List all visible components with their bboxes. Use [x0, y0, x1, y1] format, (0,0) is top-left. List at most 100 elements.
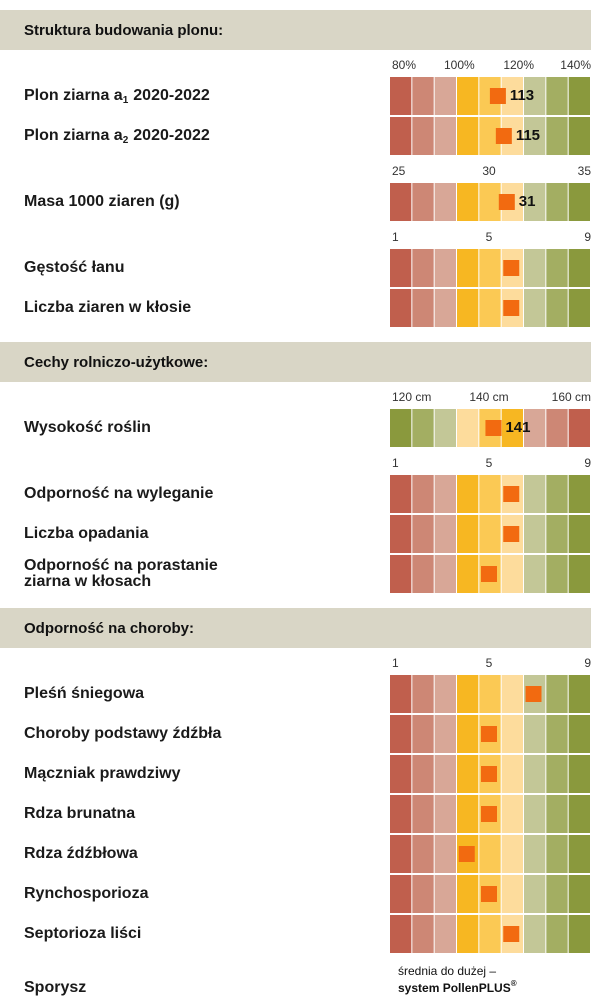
- scale-cell: [390, 77, 412, 115]
- scale-cell: [546, 915, 568, 953]
- scale-cell: [412, 289, 434, 327]
- section-title: Odporność na choroby:: [24, 620, 194, 637]
- note-mark: ®: [511, 979, 517, 988]
- scale-cell: [524, 795, 546, 833]
- scale-cell: [568, 117, 590, 155]
- scale-cell: [457, 475, 479, 513]
- scale-cell: [457, 915, 479, 953]
- scale-cell: [412, 755, 434, 793]
- scale-cell: [568, 555, 590, 593]
- scale-cell: [457, 755, 479, 793]
- scale-cell: [390, 875, 412, 913]
- scale-cell: [568, 915, 590, 953]
- scale-cell: [412, 515, 434, 553]
- marker: [498, 194, 515, 210]
- scale-label: 100%: [444, 58, 475, 72]
- marker: [503, 300, 520, 316]
- row-label: Choroby podstawy źdźbła: [24, 725, 221, 742]
- scale-cell: [568, 675, 590, 713]
- row-label: Rdza źdźbłowa: [24, 845, 138, 862]
- label-years: 2020-2022: [133, 87, 210, 104]
- row-label: Odporność na wyleganie: [24, 485, 213, 502]
- scale-cell: [501, 675, 523, 713]
- scale-cell: [457, 77, 479, 115]
- scale-cell: [479, 475, 501, 513]
- scale-cell: [524, 875, 546, 913]
- section-header: [0, 342, 591, 382]
- scale-cell: [546, 515, 568, 553]
- row-label: Septorioza liści: [24, 925, 141, 942]
- scale-cell: [568, 755, 590, 793]
- scale-cell: [524, 515, 546, 553]
- scale-cell: [524, 183, 546, 221]
- scale-cell: [412, 117, 434, 155]
- scale-cell: [434, 117, 456, 155]
- scale-label: 9: [584, 230, 591, 244]
- scale-cell: [546, 795, 568, 833]
- scale-cell: [412, 77, 434, 115]
- scale-cell: [412, 249, 434, 287]
- value-label: 141: [505, 419, 530, 436]
- scale-cell: [546, 249, 568, 287]
- marker: [525, 686, 542, 702]
- scale-cell: [390, 183, 412, 221]
- row-label: ziarna w kłosach: [24, 573, 151, 590]
- scale-cell: [568, 515, 590, 553]
- row-label: Liczba opadania: [24, 525, 149, 542]
- scale-label: 5: [486, 456, 493, 470]
- section-header: [0, 608, 591, 648]
- scale-cell: [524, 289, 546, 327]
- row-label: Sporysz: [24, 979, 86, 996]
- label-years: 2020-2022: [133, 127, 210, 144]
- scale-cell: [546, 835, 568, 873]
- scale-cell: [524, 715, 546, 753]
- scale-cell: [434, 249, 456, 287]
- scale-cell: [501, 795, 523, 833]
- scale-label: 5: [486, 230, 493, 244]
- scale-cell: [434, 183, 456, 221]
- row-label: Plon ziarna a2 2020-2022: [24, 127, 210, 145]
- section-title: Cechy rolniczo-użytkowe:: [24, 354, 208, 371]
- scale-label: 140 cm: [469, 390, 508, 404]
- scale-cell: [434, 795, 456, 833]
- scale-cell: [412, 475, 434, 513]
- marker: [503, 486, 520, 502]
- row-label: Pleśń śniegowa: [24, 685, 144, 702]
- marker: [481, 886, 497, 902]
- scale-cell: [524, 409, 546, 447]
- scale-cell: [568, 475, 590, 513]
- scale-cell: [568, 77, 590, 115]
- scale-cell: [457, 183, 479, 221]
- scale-cell: [568, 715, 590, 753]
- label-text: Plon ziarna a: [24, 127, 123, 144]
- scale-cell: [501, 835, 523, 873]
- scale-cell: [390, 675, 412, 713]
- scale-cell: [501, 117, 523, 155]
- row-label: Mączniak prawdziwy: [24, 765, 181, 782]
- scale-cell: [434, 289, 456, 327]
- scale-cell: [524, 77, 546, 115]
- scale-cell: [412, 795, 434, 833]
- scale-cell: [546, 715, 568, 753]
- scale-cell: [501, 715, 523, 753]
- scale-cell: [546, 409, 568, 447]
- scale-cell: [434, 915, 456, 953]
- scale-cell: [457, 249, 479, 287]
- scale-cell: [390, 515, 412, 553]
- scale-cell: [412, 875, 434, 913]
- scale-cell: [479, 515, 501, 553]
- scale-cell: [412, 555, 434, 593]
- scale-cell: [546, 289, 568, 327]
- scale-cell: [390, 409, 412, 447]
- scale-cell: [524, 249, 546, 287]
- scale-cell: [390, 795, 412, 833]
- marker: [503, 260, 520, 276]
- scale-label: 1: [392, 230, 399, 244]
- scale-cell: [390, 835, 412, 873]
- scale-cell: [479, 249, 501, 287]
- row-label: Wysokość roślin: [24, 419, 151, 436]
- scale-cell: [501, 409, 523, 447]
- scale-label: 25: [392, 164, 406, 178]
- scale-label: 9: [584, 656, 591, 670]
- scale-cell: [434, 675, 456, 713]
